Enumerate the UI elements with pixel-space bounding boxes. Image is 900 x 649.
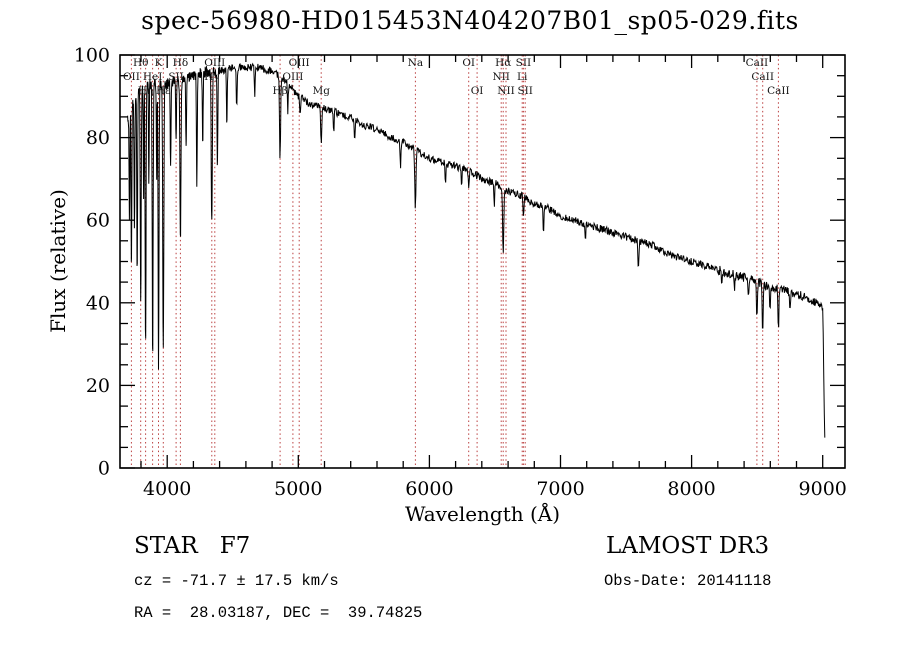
spectral-line-label: SII xyxy=(516,57,532,69)
axis-ticks xyxy=(120,54,845,469)
spectral-line-label: CaII xyxy=(767,85,790,97)
spectral-line-label: OIII xyxy=(282,71,303,83)
x-tick-label: 8000 xyxy=(667,478,715,500)
spectral-line-label: Na xyxy=(408,57,423,69)
object-class-label: STAR F7 xyxy=(134,533,251,559)
survey-release-label: LAMOST DR3 xyxy=(606,533,770,559)
spectral-line-label: Hα xyxy=(495,57,511,69)
x-tick-label: 9000 xyxy=(799,478,847,500)
spectral-line-label: OIII xyxy=(289,57,310,69)
spectral-line-label: SII xyxy=(168,71,184,83)
spectral-line-label: OI xyxy=(462,57,475,69)
spectrum-trace xyxy=(127,62,826,438)
spectral-line-label: Hθ xyxy=(133,57,148,69)
spectral-line-label: Hη xyxy=(138,85,153,97)
y-axis-label: Flux (relative) xyxy=(46,189,70,333)
y-tick-label: 40 xyxy=(86,292,110,314)
spectral-line-markers xyxy=(130,55,779,468)
y-tick-label: 60 xyxy=(86,210,110,232)
obs-date-value: Obs-Date: 20141118 xyxy=(604,572,772,590)
spectral-line-label: OIII xyxy=(204,57,225,69)
spectral-line-label: Mg xyxy=(312,85,330,97)
cz-velocity-value: cz = -71.7 ± 17.5 km/s xyxy=(134,572,339,590)
x-tick-label: 7000 xyxy=(536,478,584,500)
spectral-line-label: SII xyxy=(517,85,533,97)
spectral-line-label: Hε xyxy=(156,85,171,97)
y-tick-label: 20 xyxy=(86,375,110,397)
x-axis-label: Wavelength (Å) xyxy=(404,502,561,526)
spectral-line-label: CaII xyxy=(746,57,769,69)
spectral-line-label: Li xyxy=(517,71,528,83)
x-tick-label: 4000 xyxy=(143,478,191,500)
plot-border xyxy=(119,54,846,469)
spectral-line-label: Hγ xyxy=(204,71,219,83)
spectral-line-label: OII xyxy=(123,71,140,83)
spectral-line-label: NII xyxy=(497,85,514,97)
spectral-line-label: OI xyxy=(471,85,484,97)
spectral-line-label: HeI xyxy=(143,71,163,83)
spectral-line-label: Hβ xyxy=(272,85,287,97)
spectral-line-label: NII xyxy=(492,71,509,83)
y-tick-label: 100 xyxy=(74,45,110,67)
ra-dec-value: RA = 28.03187, DEC = 39.74825 xyxy=(134,604,423,622)
spectral-line-label: Hδ xyxy=(173,57,188,69)
y-tick-label: 80 xyxy=(86,127,110,149)
x-tick-label: 5000 xyxy=(274,478,322,500)
plot-title: spec-56980-HD015453N404207B01_sp05-029.f… xyxy=(141,6,799,35)
y-tick-label: 0 xyxy=(98,458,110,480)
x-tick-label: 6000 xyxy=(405,478,453,500)
spectral-line-label: CaII xyxy=(751,71,774,83)
spectral-line-label: K xyxy=(155,57,163,69)
